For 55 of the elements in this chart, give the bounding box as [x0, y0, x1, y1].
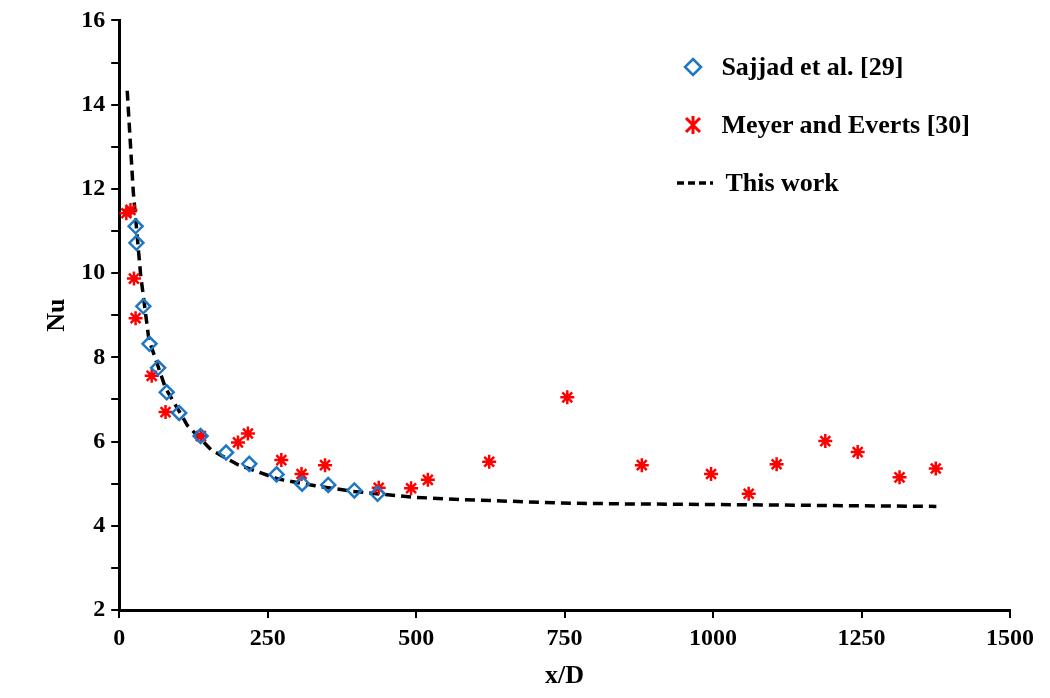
point — [319, 476, 337, 494]
y-tick-label: 8 — [93, 342, 106, 369]
x-tick-label: 1000 — [689, 623, 738, 650]
x-axis-title: x/D — [545, 660, 585, 690]
legend-label: Meyer and Everts [30] — [721, 110, 970, 140]
point — [128, 234, 145, 252]
y-axis-title: Nu — [41, 298, 71, 332]
x-tick-label: 1250 — [837, 623, 886, 650]
legend-label: Sajjad et al. [29] — [721, 52, 904, 82]
point — [927, 460, 945, 477]
point — [127, 309, 144, 327]
point — [157, 403, 174, 421]
point — [293, 475, 311, 492]
point — [122, 201, 139, 219]
point — [125, 270, 143, 287]
point — [217, 444, 235, 461]
point — [817, 432, 834, 450]
point — [369, 485, 386, 503]
y-tick-label: 12 — [81, 174, 106, 201]
point — [402, 480, 420, 497]
point — [135, 298, 152, 315]
point — [239, 425, 257, 442]
point — [346, 482, 363, 499]
point — [891, 469, 908, 486]
point — [127, 218, 144, 235]
y-tick-label: 6 — [93, 426, 106, 453]
x-tick-label: 1500 — [986, 623, 1034, 650]
x-tick-label: 0 — [113, 623, 126, 650]
point — [740, 485, 757, 503]
point — [241, 455, 258, 473]
y-tick-label: 10 — [81, 258, 106, 285]
point — [768, 456, 785, 473]
point — [158, 384, 175, 401]
point — [119, 205, 135, 222]
point — [480, 453, 498, 471]
point — [149, 359, 167, 377]
point — [633, 456, 651, 474]
y-tick-label: 14 — [81, 89, 106, 116]
y-tick-label: 16 — [81, 5, 106, 32]
point — [170, 404, 188, 422]
point — [316, 456, 334, 474]
legend-label: This work — [725, 168, 839, 198]
x-tick-label: 750 — [546, 623, 583, 650]
x-tick-label: 250 — [249, 623, 286, 650]
x-tick-label: 500 — [398, 623, 435, 650]
point — [702, 465, 720, 483]
point — [273, 451, 290, 469]
point — [268, 466, 285, 483]
point — [849, 443, 866, 461]
y-tick-label: 4 — [93, 510, 106, 537]
point — [229, 434, 247, 451]
point — [141, 335, 158, 353]
y-tick-label: 2 — [93, 595, 106, 622]
point — [419, 471, 437, 489]
point — [559, 389, 576, 406]
